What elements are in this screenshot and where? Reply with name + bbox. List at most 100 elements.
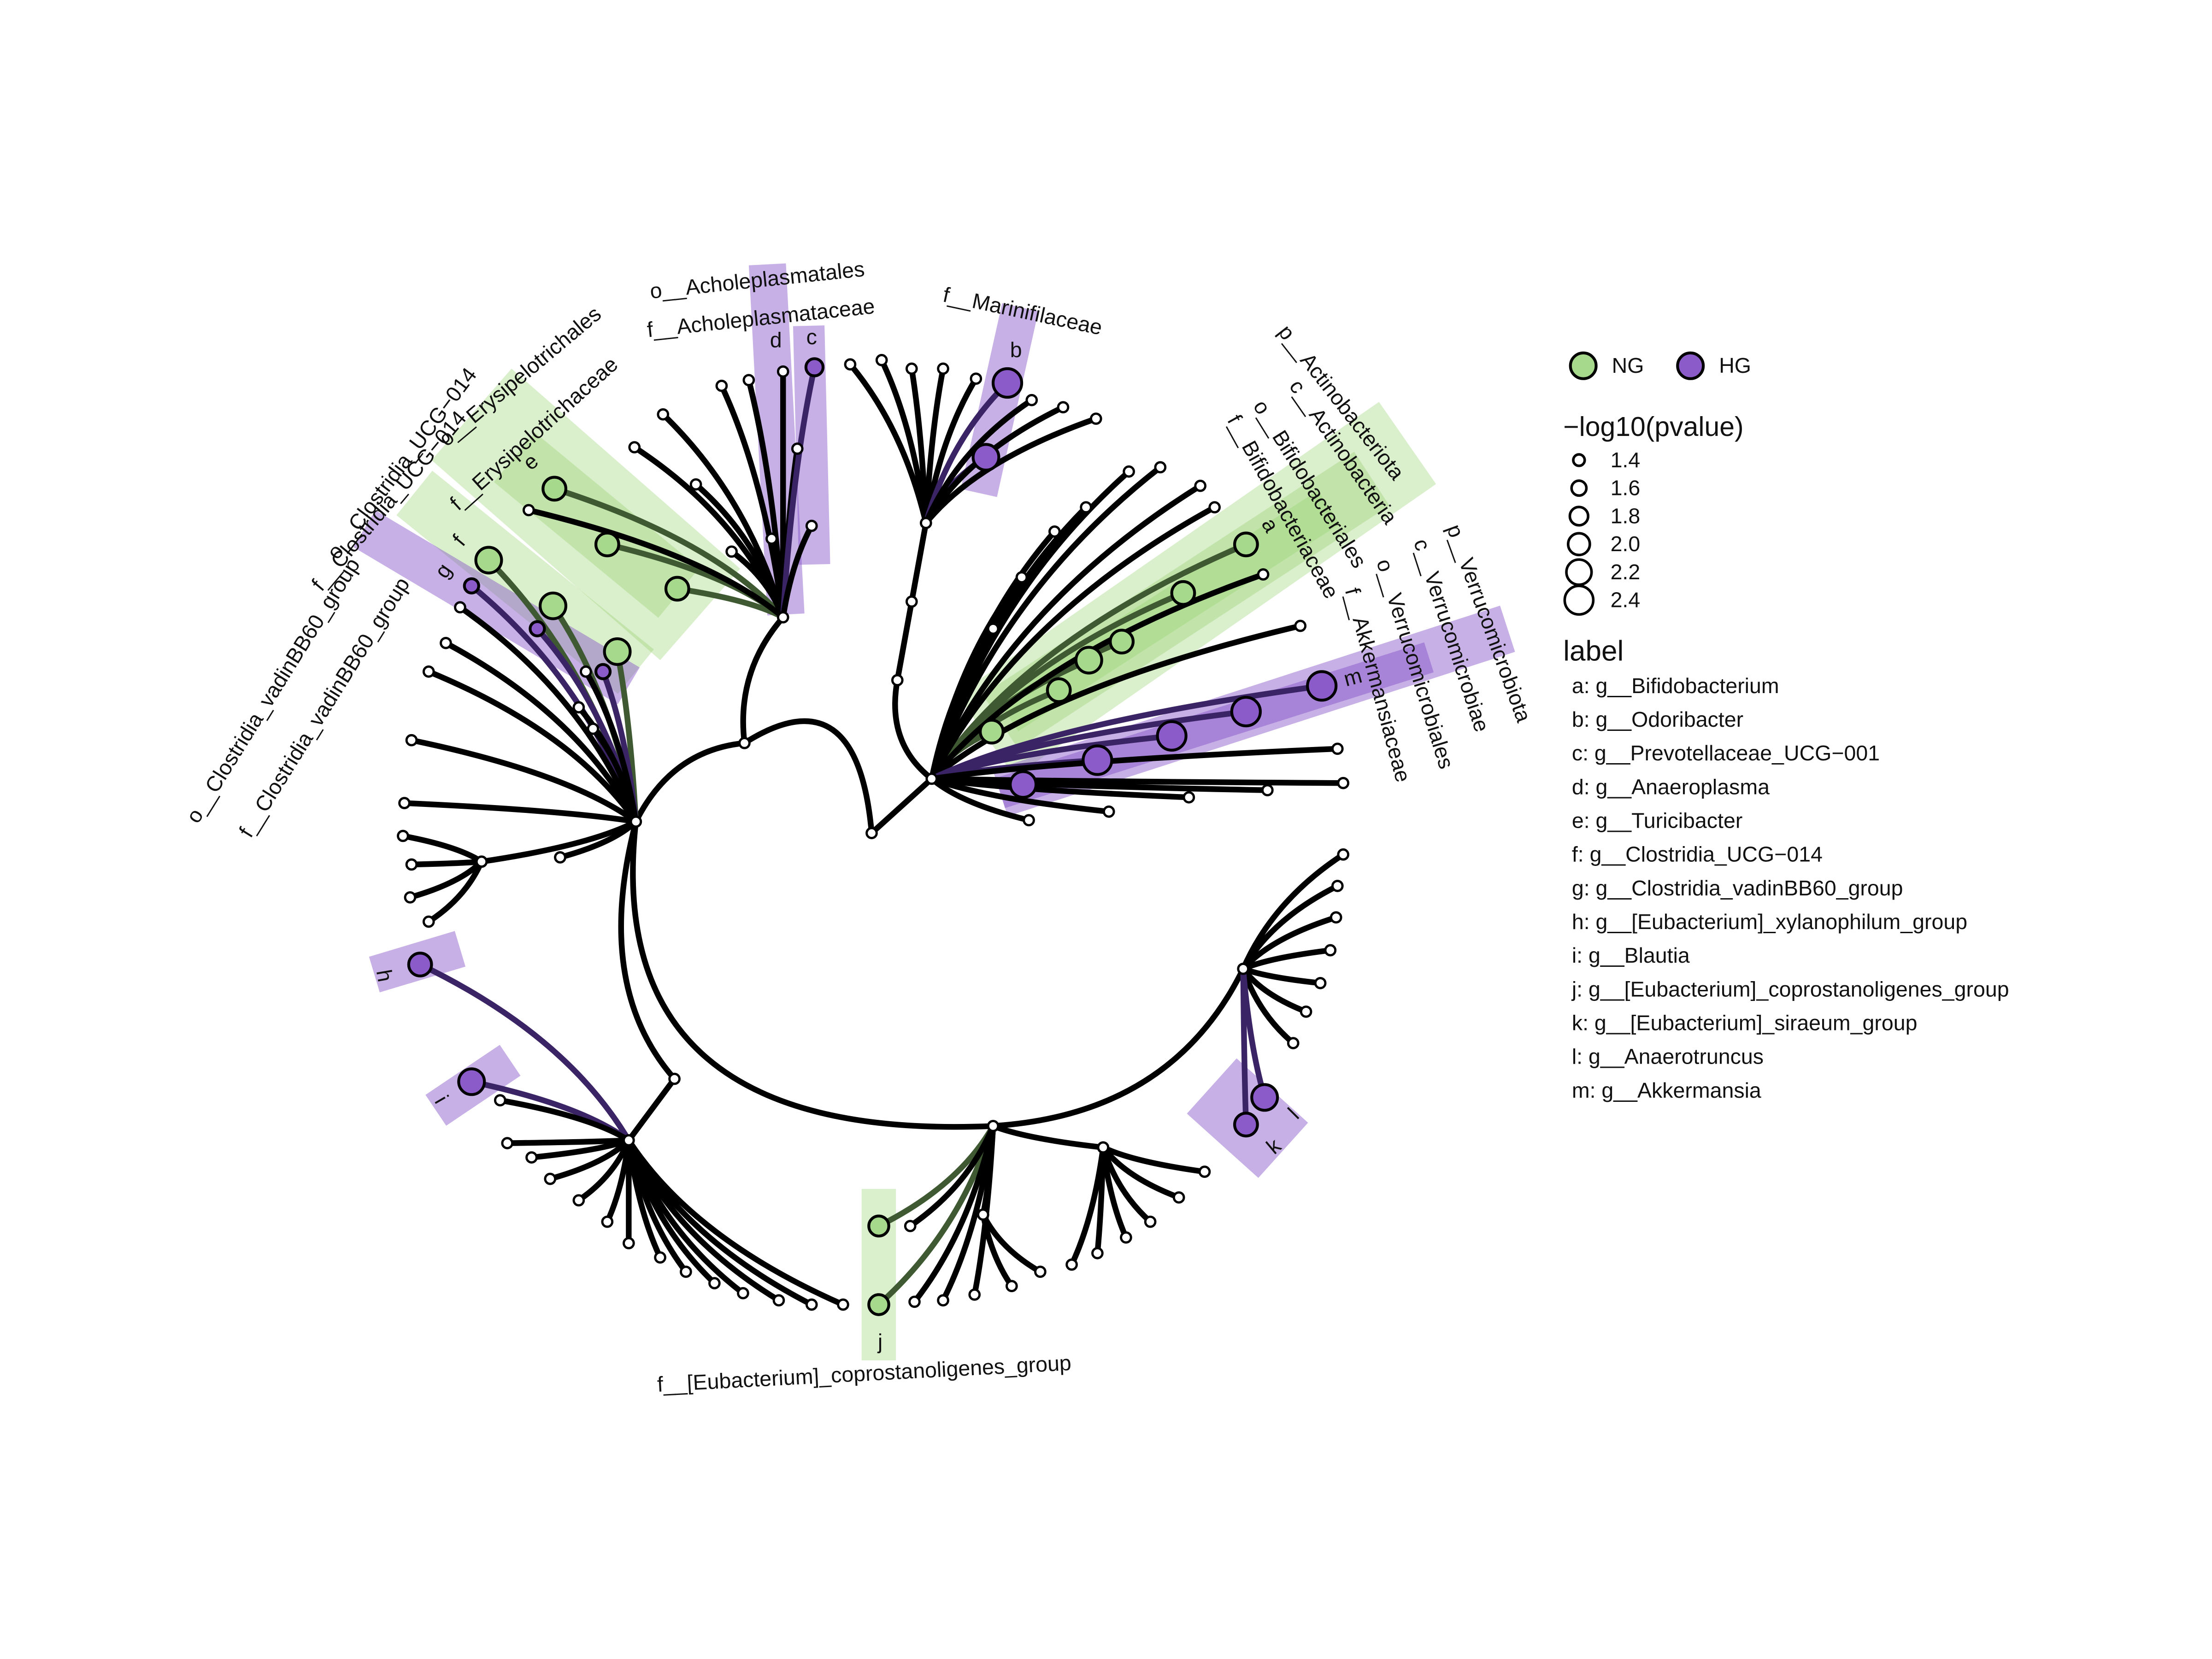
leaf-node xyxy=(1065,1258,1078,1271)
branch xyxy=(557,818,639,860)
branch xyxy=(929,483,1203,782)
leaf-node xyxy=(422,915,435,928)
leaf-node xyxy=(572,701,585,714)
leaf-node xyxy=(968,1288,981,1301)
leaf-node xyxy=(937,362,949,375)
backbone xyxy=(618,520,1246,1143)
label-legend-item: g: g__Clostridia_vadinBB60_group xyxy=(1572,876,1903,900)
leaf-node xyxy=(554,851,566,864)
branch xyxy=(1240,947,1334,972)
leaf-node xyxy=(970,372,982,385)
enriched-node xyxy=(603,637,632,666)
branch xyxy=(780,523,815,620)
leaf-node xyxy=(715,379,728,392)
inner-node xyxy=(629,815,642,828)
leaf-node xyxy=(904,1220,917,1232)
branch xyxy=(1240,966,1296,1046)
branch xyxy=(478,818,639,865)
branch xyxy=(401,800,639,825)
branch xyxy=(497,1097,632,1143)
size-legend-circle xyxy=(1567,532,1591,557)
branch xyxy=(1100,1144,1182,1200)
leaf-node xyxy=(1330,911,1342,924)
leaf-node xyxy=(1034,1265,1047,1278)
leaf-node xyxy=(1123,465,1135,478)
inner-node xyxy=(987,1120,1000,1132)
branch xyxy=(626,1137,846,1308)
branch xyxy=(407,859,485,900)
node-letter: j xyxy=(877,1330,882,1353)
size-legend-label: 1.4 xyxy=(1611,448,1641,472)
branch xyxy=(400,833,485,865)
branch xyxy=(929,776,1032,824)
leaf-node xyxy=(875,354,888,366)
label-legend-item: e: g__Turicibacter xyxy=(1572,808,1742,832)
leaf-node xyxy=(1120,1231,1132,1244)
leaf-node xyxy=(628,441,641,453)
leaf-node xyxy=(1314,977,1327,989)
leaf-node xyxy=(654,1251,666,1264)
branch xyxy=(1240,914,1339,972)
branch xyxy=(1100,1144,1208,1175)
size-legend-label: 1.8 xyxy=(1611,504,1641,528)
leaf-node xyxy=(501,1137,514,1149)
branch xyxy=(923,380,1011,526)
enriched-node xyxy=(463,577,480,594)
branch xyxy=(1240,966,1324,986)
inner-node xyxy=(925,772,938,785)
size-legend-label: 1.6 xyxy=(1611,476,1641,500)
leaf-node xyxy=(1331,880,1344,892)
branch xyxy=(876,1123,996,1308)
branch xyxy=(990,1123,1106,1151)
leaf-node xyxy=(422,665,435,678)
branch xyxy=(929,776,1112,815)
inner-node xyxy=(777,611,789,624)
leaf-node xyxy=(1097,1141,1110,1154)
leaf-node xyxy=(522,504,535,517)
branch xyxy=(547,1137,632,1182)
inner-node xyxy=(865,827,878,840)
size-legend-circle xyxy=(1563,584,1595,616)
inner-node xyxy=(623,1134,635,1147)
branch xyxy=(980,1212,1015,1289)
legend-label: NG xyxy=(1612,353,1644,377)
branch xyxy=(980,1123,996,1218)
leaf-node xyxy=(397,830,409,842)
branch xyxy=(980,1212,1043,1275)
label-legend-item: b: g__Odoribacter xyxy=(1572,707,1743,731)
leaf-node xyxy=(601,1215,614,1228)
leaf-node xyxy=(1091,1247,1104,1259)
leaf-node xyxy=(1287,1037,1300,1049)
leaf-node xyxy=(777,365,789,378)
enriched-node xyxy=(971,443,1000,472)
enriched-node xyxy=(538,591,568,620)
leaf-node xyxy=(475,855,488,868)
node-letter: d xyxy=(770,328,782,352)
leaf-node xyxy=(587,723,600,735)
label-legend-item: a: g__Bifidobacterium xyxy=(1572,674,1779,698)
enriched-node xyxy=(594,663,612,680)
leaf-node xyxy=(623,1237,635,1250)
leaf-node xyxy=(1015,571,1028,584)
leaf-node xyxy=(905,362,918,375)
leaf-node xyxy=(708,1277,721,1289)
leaf-node xyxy=(1172,1191,1185,1204)
leaf-node xyxy=(805,1298,818,1311)
branch xyxy=(1240,883,1341,972)
label-legend-item: c: g__Prevotellaceae_UCG−001 xyxy=(1572,741,1880,765)
size-legend-circle xyxy=(1570,479,1588,497)
inner-node xyxy=(919,517,932,529)
leaf-node xyxy=(398,797,411,809)
enriched-node xyxy=(867,1293,890,1316)
enriched-node xyxy=(867,1214,890,1238)
branch xyxy=(590,726,639,825)
leaf-node xyxy=(689,478,702,491)
size-legend-label: 2.0 xyxy=(1611,532,1641,556)
enriched-node xyxy=(979,718,1005,745)
enriched-node xyxy=(991,367,1024,399)
branch xyxy=(457,604,639,825)
enriched-node xyxy=(457,1067,486,1096)
legend-swatch xyxy=(1676,351,1705,380)
leaf-node xyxy=(405,858,418,871)
